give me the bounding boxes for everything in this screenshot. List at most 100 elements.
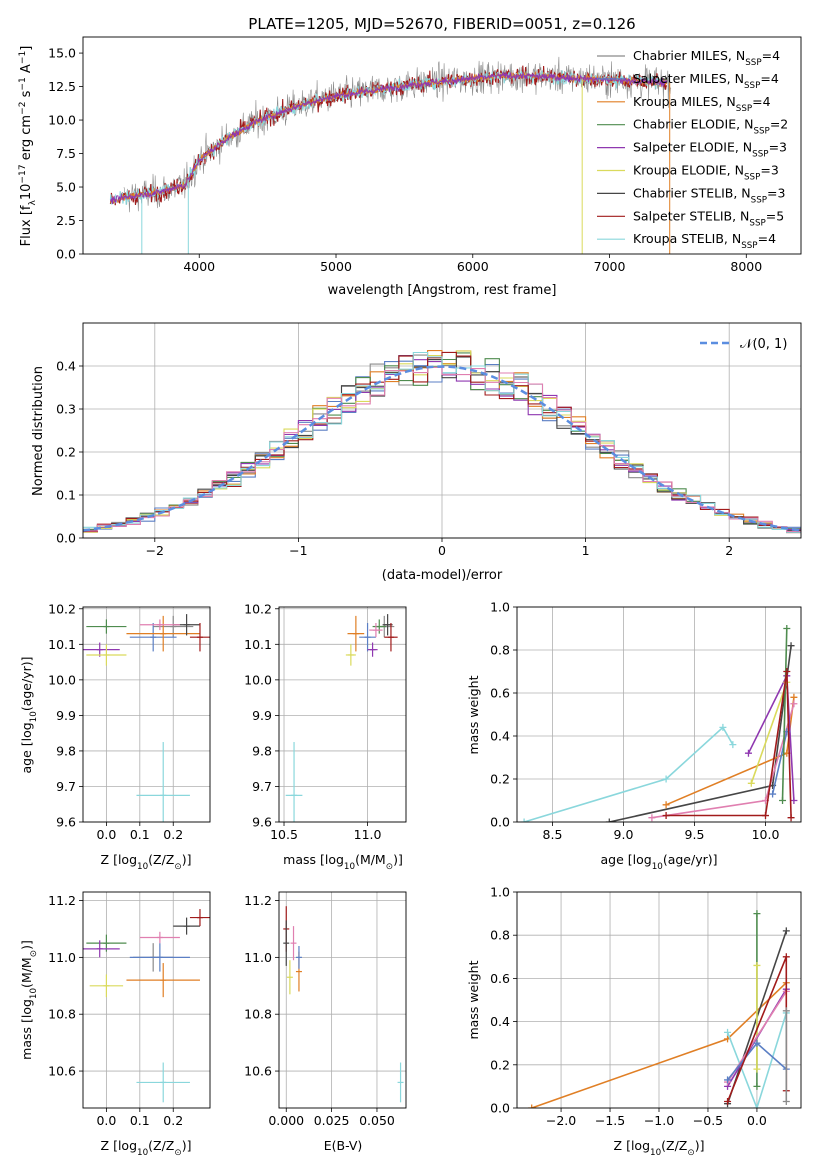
y-tick-label: 0.2 xyxy=(490,1057,510,1072)
y-tick-label: 10.6 xyxy=(244,1064,272,1079)
x-tick-label: 0.050 xyxy=(359,1113,395,1128)
weight-marker xyxy=(528,1104,536,1108)
weight-marker xyxy=(662,801,670,809)
weight-marker xyxy=(787,642,795,650)
panel-weight_vs_Z: −2.0 −1.5 −1.0 −0.5 0.0 0.0 0.2 0.4 0.6 0.8 1.0 xyxy=(490,885,802,1128)
axes-frame xyxy=(82,606,211,823)
y-tick-label: 9.9 xyxy=(56,708,76,723)
legend-entry: Chabrier STELIB, NSSP=3 xyxy=(633,185,785,205)
y-tick-label: 0.3 xyxy=(56,402,76,417)
x-tick-label: 8.5 xyxy=(543,827,563,842)
weight-marker xyxy=(724,1076,732,1084)
weight-marker xyxy=(724,1098,732,1106)
gaussian-reference-line xyxy=(83,365,801,532)
residuals-xlabel: (data-model)/error xyxy=(382,568,503,583)
legend-entry: Chabrier ELODIE, NSSP=2 xyxy=(633,117,788,137)
weight-marker xyxy=(779,797,787,804)
spectrum-legend: Chabrier MILES, NSSP=4 Salpeter MILES, NS… xyxy=(597,48,788,251)
weight-line xyxy=(726,1012,788,1108)
x-tick-label: 0.0 xyxy=(96,827,116,842)
axes-frame xyxy=(516,891,802,1109)
y-tick-label: 11.2 xyxy=(244,893,272,908)
y-tick-label: 10.2 xyxy=(48,601,76,616)
figure-title: PLATE=1205, MJD=52670, FIBERID=0051, z=0… xyxy=(248,15,635,33)
y-tick-label: 0.8 xyxy=(490,928,510,943)
plot-area-weight_vs_age xyxy=(520,625,798,822)
weight-marker xyxy=(782,953,790,961)
panel-age_vs_Z: 0.0 0.1 0.2 9.6 9.7 9.8 9.9 10.0 10.1 10.2 xyxy=(48,601,211,842)
x-tick-label: 11.0 xyxy=(354,827,382,842)
weight-vs-z-xlabel: Z [log10(Z/Z⊙)] xyxy=(614,1138,705,1158)
y-tick-label: 0.0 xyxy=(56,247,76,262)
age-vs-mass-xlabel: mass [log10(M/M⊙)] xyxy=(283,852,403,872)
legend-entry: Salpeter STELIB, NSSP=5 xyxy=(633,208,784,228)
y-tick-label: 10.0 xyxy=(244,672,272,687)
x-tick-label: 0.0 xyxy=(747,1113,767,1128)
panel-residuals: −2 −1 0 1 2 0.0 0.1 0.2 0.3 0.4 xyxy=(56,322,802,558)
x-tick-label: 2 xyxy=(725,543,733,558)
weight-marker xyxy=(744,749,752,757)
y-tick-label: 10.6 xyxy=(48,1064,76,1079)
x-tick-label: 0.025 xyxy=(314,1113,350,1128)
x-tick-label: −1 xyxy=(289,543,307,558)
y-tick-label: 7.5 xyxy=(56,146,76,161)
panel-spectrum: 4000 5000 6000 7000 8000 0.0 2.5 5.0 7.5 10.0 12.5… xyxy=(48,36,802,274)
y-tick-label: 10.8 xyxy=(244,1007,272,1022)
weight-marker xyxy=(782,927,790,935)
y-tick-label: 10.2 xyxy=(244,601,272,616)
y-tick-label: 9.7 xyxy=(252,779,272,794)
age-vs-z-ylabel: age [log10(age/yr)] xyxy=(19,656,39,773)
weight-marker xyxy=(724,1028,732,1036)
weight-line xyxy=(750,682,788,784)
weight-marker xyxy=(747,779,755,787)
weight-marker xyxy=(753,1039,761,1047)
axes-frame xyxy=(278,891,407,1109)
weight-marker xyxy=(782,1007,790,1015)
y-tick-label: 0.0 xyxy=(490,815,510,830)
y-tick-label: 0.4 xyxy=(490,1014,510,1029)
y-tick-label: 11.0 xyxy=(48,950,76,965)
axes-frame xyxy=(82,891,211,1109)
x-tick-label: 0 xyxy=(438,543,446,558)
weight-marker xyxy=(762,812,769,820)
weight-vs-age-ylabel: mass weight xyxy=(466,675,481,754)
weight-marker xyxy=(648,814,656,822)
weight-vs-z-ylabel: mass weight xyxy=(466,960,481,1039)
legend-entry: Kroupa STELIB, NSSP=4 xyxy=(633,231,776,251)
mass-vs-z-xlabel: Z [log10(Z/Z⊙)] xyxy=(101,1138,192,1158)
plot-area-mass_vs_ebv xyxy=(283,906,404,1103)
axes-frame xyxy=(82,322,802,539)
plot-area-mass_vs_Z xyxy=(83,909,210,1103)
legend-entry: Chabrier MILES, NSSP=4 xyxy=(633,48,780,68)
x-tick-label: 0.0 xyxy=(96,1113,116,1128)
panel-weight_vs_age: 8.5 9.0 9.5 10.0 0.0 0.2 0.4 0.6 0.8 1.0 xyxy=(490,600,802,842)
weight-line xyxy=(609,645,792,822)
plot-area-residuals xyxy=(83,350,801,534)
y-tick-label: 2.5 xyxy=(56,213,76,228)
y-tick-label: 15.0 xyxy=(48,46,76,61)
y-tick-label: 10.8 xyxy=(48,1007,76,1022)
weight-marker xyxy=(719,723,727,731)
panel-mass_vs_Z: 0.0 0.1 0.2 10.6 10.8 11.0 11.2 xyxy=(48,891,211,1128)
y-tick-label: 9.6 xyxy=(56,815,76,830)
legend-entry: Kroupa MILES, NSSP=4 xyxy=(633,94,771,114)
weight-marker xyxy=(662,812,670,820)
y-tick-label: 0.4 xyxy=(56,359,76,374)
weight-line xyxy=(666,671,792,818)
axes-frame xyxy=(278,606,407,823)
y-tick-label: 11.2 xyxy=(48,893,76,908)
spectrum-line-salpeter-elodie xyxy=(110,71,668,205)
weight-marker xyxy=(753,910,761,918)
x-tick-label: 8000 xyxy=(730,259,762,274)
legend-entry: Salpeter MILES, NSSP=4 xyxy=(633,71,779,91)
y-tick-label: 10.0 xyxy=(48,672,76,687)
weight-marker xyxy=(787,814,795,822)
y-tick-label: 0.0 xyxy=(490,1101,510,1116)
plot-area-spectrum xyxy=(109,56,672,254)
y-tick-label: 11.0 xyxy=(244,950,272,965)
age-vs-z-xlabel: Z [log10(Z/Z⊙)] xyxy=(101,852,192,872)
weight-marker xyxy=(790,693,798,701)
y-tick-label: 0.8 xyxy=(490,643,510,658)
spectrum-line-kroupa-miles xyxy=(109,71,668,204)
